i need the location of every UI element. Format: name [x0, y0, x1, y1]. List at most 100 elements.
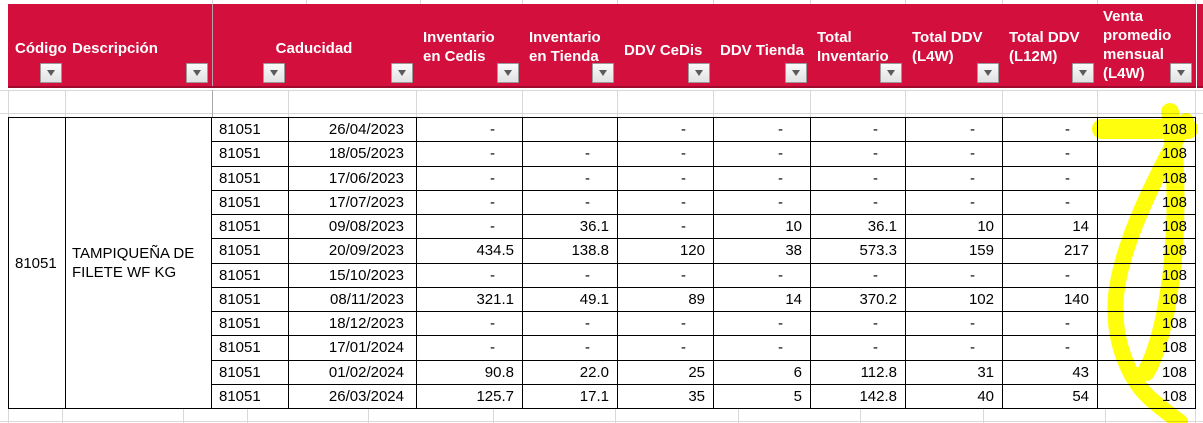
filter-button-total-ddv-l4w[interactable]	[977, 63, 999, 83]
cell-code[interactable]: 81051	[212, 263, 289, 288]
cell-venta-promedio[interactable]: 108	[1098, 336, 1196, 361]
header-cell-subcodigo[interactable]	[212, 4, 288, 86]
cell-total-inventario[interactable]: -	[811, 312, 906, 337]
cell-caducidad[interactable]: 17/06/2023	[289, 166, 417, 191]
cell-venta-promedio[interactable]: 108	[1098, 142, 1196, 167]
cell-code[interactable]: 81051	[212, 166, 289, 191]
cell-ddv-tienda[interactable]: -	[714, 166, 811, 191]
filter-button-codigo[interactable]	[40, 63, 62, 83]
cell-total-ddv-l12m[interactable]: -	[1003, 263, 1098, 288]
cell-inventario-tienda[interactable]: -	[523, 142, 618, 167]
cell-ddv-tienda[interactable]: -	[714, 190, 811, 215]
cell-total-inventario[interactable]: 36.1	[811, 215, 906, 240]
cell-inventario-cedis[interactable]: -	[417, 312, 523, 337]
cell-inventario-cedis[interactable]: -	[417, 263, 523, 288]
cell-caducidad[interactable]: 08/11/2023	[289, 287, 417, 312]
cell-product-descripcion[interactable]: TAMPIQUEÑA DE FILETE WF KG	[66, 118, 212, 409]
header-cell-descripcion[interactable]: Descripción	[65, 4, 211, 86]
cell-caducidad[interactable]: 20/09/2023	[289, 239, 417, 264]
cell-venta-promedio[interactable]: 108	[1098, 312, 1196, 337]
cell-total-inventario[interactable]: 573.3	[811, 239, 906, 264]
cell-caducidad[interactable]: 01/02/2024	[289, 360, 417, 385]
filter-button-total-ddv-l12m[interactable]	[1072, 63, 1094, 83]
cell-ddv-tienda[interactable]: 14	[714, 287, 811, 312]
cell-inventario-cedis[interactable]: 125.7	[417, 384, 523, 409]
cell-total-ddv-l12m[interactable]: 217	[1003, 239, 1098, 264]
cell-total-ddv-l4w[interactable]: -	[906, 336, 1003, 361]
cell-inventario-cedis[interactable]: 90.8	[417, 360, 523, 385]
cell-code[interactable]: 81051	[212, 360, 289, 385]
header-cell-ddv-cedis[interactable]: DDV CeDis	[617, 4, 713, 86]
cell-ddv-tienda[interactable]: -	[714, 312, 811, 337]
cell-caducidad[interactable]: 17/07/2023	[289, 190, 417, 215]
cell-total-inventario[interactable]: 142.8	[811, 384, 906, 409]
cell-total-inventario[interactable]: -	[811, 118, 906, 143]
cell-venta-promedio[interactable]: 108	[1098, 239, 1196, 264]
header-cell-ddv-tienda[interactable]: DDV Tienda	[713, 4, 810, 86]
cell-inventario-cedis[interactable]: -	[417, 336, 523, 361]
cell-inventario-tienda[interactable]: -	[523, 312, 618, 337]
cell-total-ddv-l12m[interactable]: 14	[1003, 215, 1098, 240]
cell-inventario-cedis[interactable]: -	[417, 118, 523, 143]
cell-total-ddv-l4w[interactable]: -	[906, 166, 1003, 191]
cell-total-inventario[interactable]: -	[811, 166, 906, 191]
cell-total-inventario[interactable]: 112.8	[811, 360, 906, 385]
cell-total-ddv-l12m[interactable]: 54	[1003, 384, 1098, 409]
cell-code[interactable]: 81051	[212, 312, 289, 337]
cell-total-ddv-l12m[interactable]: -	[1003, 312, 1098, 337]
cell-venta-promedio[interactable]: 108	[1098, 215, 1196, 240]
cell-inventario-tienda[interactable]: 17.1	[523, 384, 618, 409]
cell-inventario-tienda[interactable]: -	[523, 263, 618, 288]
header-cell-total-ddv-l12m[interactable]: Total DDV (L12M)	[1002, 4, 1097, 86]
cell-total-inventario[interactable]: -	[811, 190, 906, 215]
cell-total-ddv-l4w[interactable]: -	[906, 118, 1003, 143]
cell-ddv-cedis[interactable]: -	[618, 263, 714, 288]
cell-inventario-cedis[interactable]: 321.1	[417, 287, 523, 312]
cell-total-inventario[interactable]: -	[811, 336, 906, 361]
cell-total-ddv-l4w[interactable]: -	[906, 142, 1003, 167]
cell-inventario-tienda[interactable]: -	[523, 190, 618, 215]
cell-total-ddv-l4w[interactable]: 102	[906, 287, 1003, 312]
cell-total-ddv-l12m[interactable]: -	[1003, 142, 1098, 167]
cell-code[interactable]: 81051	[212, 142, 289, 167]
cell-total-ddv-l4w[interactable]: 40	[906, 384, 1003, 409]
cell-inventario-tienda[interactable]: -	[523, 336, 618, 361]
cell-inventario-tienda[interactable]: 36.1	[523, 215, 618, 240]
cell-code[interactable]: 81051	[212, 287, 289, 312]
cell-ddv-cedis[interactable]: -	[618, 118, 714, 143]
cell-ddv-tienda[interactable]: 38	[714, 239, 811, 264]
cell-venta-promedio[interactable]: 108	[1098, 287, 1196, 312]
cell-total-inventario[interactable]: -	[811, 142, 906, 167]
cell-venta-promedio[interactable]: 108	[1098, 360, 1196, 385]
cell-inventario-tienda[interactable]: 22.0	[523, 360, 618, 385]
header-cell-inventario-cedis[interactable]: Inventario en Cedis	[416, 4, 522, 86]
filter-button-venta-promedio[interactable]	[1170, 63, 1192, 83]
cell-inventario-tienda[interactable]: 138.8	[523, 239, 618, 264]
filter-button-total-inventario[interactable]	[880, 63, 902, 83]
cell-inventario-tienda[interactable]: 49.1	[523, 287, 618, 312]
filter-button-caducidad[interactable]	[391, 63, 413, 83]
cell-venta-promedio[interactable]: 108	[1098, 384, 1196, 409]
cell-code[interactable]: 81051	[212, 384, 289, 409]
cell-ddv-tienda[interactable]: -	[714, 336, 811, 361]
cell-ddv-tienda[interactable]: -	[714, 142, 811, 167]
cell-total-inventario[interactable]: 370.2	[811, 287, 906, 312]
cell-ddv-tienda[interactable]: 10	[714, 215, 811, 240]
cell-code[interactable]: 81051	[212, 118, 289, 143]
cell-ddv-cedis[interactable]: 35	[618, 384, 714, 409]
cell-total-inventario[interactable]: -	[811, 263, 906, 288]
cell-total-ddv-l12m[interactable]: -	[1003, 336, 1098, 361]
cell-total-ddv-l4w[interactable]: 159	[906, 239, 1003, 264]
cell-total-ddv-l4w[interactable]: 10	[906, 215, 1003, 240]
cell-inventario-tienda[interactable]: -	[523, 166, 618, 191]
cell-ddv-cedis[interactable]: -	[618, 215, 714, 240]
cell-venta-promedio[interactable]: 108	[1098, 190, 1196, 215]
cell-total-ddv-l12m[interactable]: -	[1003, 118, 1098, 143]
cell-ddv-cedis[interactable]: 25	[618, 360, 714, 385]
header-cell-inventario-tienda[interactable]: Inventario en Tienda	[522, 4, 617, 86]
filter-button-ddv-cedis[interactable]	[688, 63, 710, 83]
cell-ddv-cedis[interactable]: -	[618, 142, 714, 167]
cell-product-codigo[interactable]: 81051	[9, 118, 66, 409]
cell-total-ddv-l4w[interactable]: -	[906, 263, 1003, 288]
cell-code[interactable]: 81051	[212, 336, 289, 361]
